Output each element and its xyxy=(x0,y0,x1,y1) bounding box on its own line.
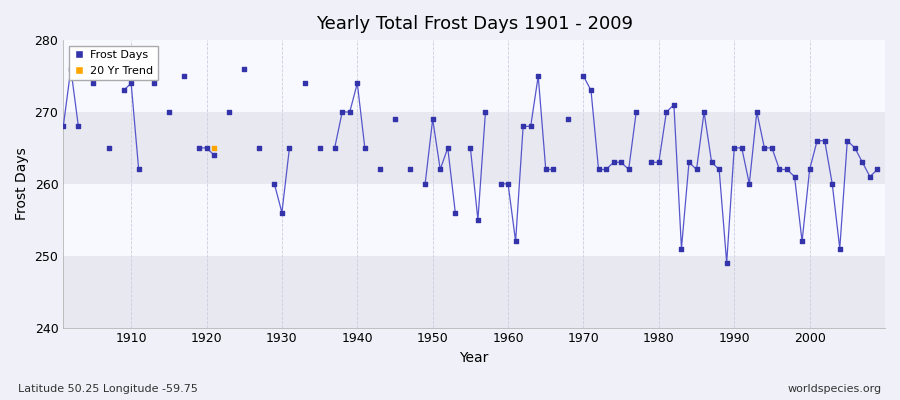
Point xyxy=(779,166,794,173)
Point xyxy=(71,123,86,130)
Point xyxy=(418,181,432,187)
Point xyxy=(742,181,757,187)
Point xyxy=(207,152,221,158)
Point xyxy=(433,166,447,173)
Point xyxy=(176,73,191,79)
Point xyxy=(343,109,357,115)
Point xyxy=(598,166,613,173)
Point xyxy=(674,245,688,252)
Legend: Frost Days, 20 Yr Trend: Frost Days, 20 Yr Trend xyxy=(68,46,158,80)
Point xyxy=(199,145,213,151)
Point xyxy=(803,166,817,173)
Point xyxy=(86,80,101,86)
Point xyxy=(750,109,764,115)
Point xyxy=(817,138,832,144)
Point xyxy=(591,166,606,173)
Point xyxy=(689,166,704,173)
Point xyxy=(825,181,840,187)
Title: Yearly Total Frost Days 1901 - 2009: Yearly Total Frost Days 1901 - 2009 xyxy=(316,15,633,33)
Point xyxy=(335,109,349,115)
Point xyxy=(524,123,538,130)
Point xyxy=(252,145,266,151)
Point xyxy=(267,181,282,187)
Bar xyxy=(63,112,885,184)
Point xyxy=(222,109,237,115)
Point xyxy=(403,166,418,173)
Point xyxy=(531,73,545,79)
Point xyxy=(328,145,342,151)
Point xyxy=(757,145,771,151)
Point xyxy=(207,145,221,151)
Point xyxy=(576,73,590,79)
Point xyxy=(727,145,742,151)
Point xyxy=(629,109,643,115)
Point xyxy=(546,166,561,173)
Point xyxy=(56,123,70,130)
Bar xyxy=(63,184,885,256)
Point xyxy=(772,166,787,173)
Point xyxy=(810,138,824,144)
Point xyxy=(516,123,530,130)
Point xyxy=(614,159,628,166)
Point xyxy=(795,238,809,244)
Point xyxy=(297,80,311,86)
Point xyxy=(607,159,621,166)
Point xyxy=(719,260,733,266)
Point xyxy=(448,209,463,216)
Point xyxy=(584,87,598,94)
Point xyxy=(855,159,869,166)
Point xyxy=(116,87,130,94)
Point xyxy=(102,145,116,151)
Point xyxy=(712,166,726,173)
Bar xyxy=(63,256,885,328)
Point xyxy=(508,238,523,244)
Point xyxy=(274,209,289,216)
Point xyxy=(426,116,440,122)
Point xyxy=(471,216,485,223)
X-axis label: Year: Year xyxy=(460,351,489,365)
Y-axis label: Frost Days: Frost Days xyxy=(15,148,29,220)
Point xyxy=(312,145,327,151)
Point xyxy=(682,159,697,166)
Point xyxy=(848,145,862,151)
Text: Latitude 50.25 Longitude -59.75: Latitude 50.25 Longitude -59.75 xyxy=(18,384,198,394)
Point xyxy=(788,174,802,180)
Point xyxy=(863,174,878,180)
Bar xyxy=(63,40,885,112)
Point xyxy=(441,145,455,151)
Point xyxy=(870,166,885,173)
Point xyxy=(659,109,673,115)
Point xyxy=(64,66,78,72)
Point xyxy=(493,181,508,187)
Text: worldspecies.org: worldspecies.org xyxy=(788,384,882,394)
Point xyxy=(622,166,636,173)
Point xyxy=(147,80,161,86)
Point xyxy=(667,102,681,108)
Point xyxy=(464,145,478,151)
Point xyxy=(478,109,492,115)
Point xyxy=(501,181,516,187)
Point xyxy=(124,80,139,86)
Point xyxy=(131,166,146,173)
Point xyxy=(373,166,387,173)
Point xyxy=(734,145,749,151)
Point xyxy=(765,145,779,151)
Point xyxy=(350,80,365,86)
Point xyxy=(705,159,719,166)
Point xyxy=(697,109,711,115)
Point xyxy=(237,66,251,72)
Point xyxy=(562,116,576,122)
Point xyxy=(283,145,297,151)
Point xyxy=(192,145,206,151)
Point xyxy=(652,159,666,166)
Point xyxy=(644,159,659,166)
Point xyxy=(357,145,372,151)
Point xyxy=(162,109,176,115)
Point xyxy=(388,116,402,122)
Point xyxy=(840,138,854,144)
Point xyxy=(538,166,553,173)
Point xyxy=(832,245,847,252)
